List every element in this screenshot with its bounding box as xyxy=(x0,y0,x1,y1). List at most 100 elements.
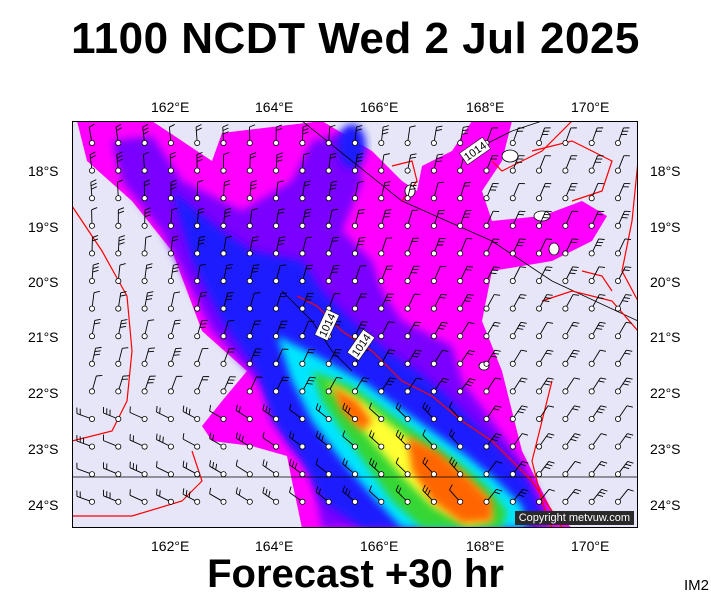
wind-barb xyxy=(167,235,179,257)
wind-barb xyxy=(509,155,525,174)
wind-barb xyxy=(246,180,258,202)
wind-barb xyxy=(88,290,100,312)
wind-barb xyxy=(422,484,437,505)
lat-label-left-21: 21°S xyxy=(28,329,59,345)
wind-barb xyxy=(220,235,232,257)
wind-barb xyxy=(194,319,208,340)
wind-barb xyxy=(562,127,577,146)
wind-barb xyxy=(167,179,177,202)
wind-barb xyxy=(315,458,332,478)
wind-barb xyxy=(209,460,227,478)
wind-barb xyxy=(351,180,364,202)
wind-barb xyxy=(509,294,527,312)
wind-barb xyxy=(220,124,229,146)
wind-barb xyxy=(156,405,174,422)
islands xyxy=(404,149,560,371)
wind-barb xyxy=(615,155,630,174)
wind-barb xyxy=(88,318,101,340)
wind-barb xyxy=(588,127,604,146)
wind-barb xyxy=(615,405,633,422)
wind-barb xyxy=(509,266,527,284)
wind-barb xyxy=(562,155,578,174)
wind-barb xyxy=(182,460,201,478)
wind-barb xyxy=(562,266,579,284)
wind-barb xyxy=(615,183,631,202)
wind-barb xyxy=(194,124,202,146)
wind-barb xyxy=(88,207,98,229)
wind-barb xyxy=(115,123,122,146)
wind-barb xyxy=(615,433,634,450)
wind-barb xyxy=(404,153,417,174)
wind-barb xyxy=(342,485,358,505)
wind-barb xyxy=(299,292,314,312)
wind-barb xyxy=(194,263,207,284)
wind-barb xyxy=(262,486,280,505)
wind-barb xyxy=(404,265,420,284)
wind-barb xyxy=(209,487,227,505)
wind-barb xyxy=(562,321,580,340)
wind-barb xyxy=(457,238,473,257)
lat-label-left-19: 19°S xyxy=(28,219,59,235)
wind-barb xyxy=(194,207,205,229)
wind-barb xyxy=(115,291,127,312)
wind-barb xyxy=(220,179,231,202)
wind-barb xyxy=(449,484,464,505)
wind-barb xyxy=(588,461,608,478)
wind-barb xyxy=(88,179,97,202)
wind-barb xyxy=(141,347,155,367)
wind-barb xyxy=(141,291,154,312)
wind-barb xyxy=(368,457,385,478)
wind-barb xyxy=(156,488,174,505)
wind-barb xyxy=(378,153,390,174)
wind-barb xyxy=(378,125,390,146)
wind-barb xyxy=(536,210,552,229)
wind-barb xyxy=(562,183,578,202)
wind-barb xyxy=(368,485,385,505)
wind-barb xyxy=(588,183,604,202)
wind-barb xyxy=(246,152,257,174)
wind-barb xyxy=(141,263,153,284)
island-ouvea xyxy=(501,149,519,163)
wind-barb xyxy=(562,433,581,450)
wind-barb xyxy=(615,294,632,312)
wind-barb xyxy=(273,320,288,340)
wind-barb xyxy=(430,349,449,367)
wind-barb xyxy=(141,235,152,257)
wind-barb xyxy=(588,433,607,450)
wind-barb xyxy=(299,152,310,174)
wind-barb xyxy=(588,488,608,505)
wind-barb xyxy=(273,208,285,229)
wind-barb xyxy=(457,210,472,229)
wind-barb xyxy=(156,461,174,478)
wind-barb xyxy=(182,488,201,505)
wind-barb xyxy=(289,403,306,422)
wind-barb xyxy=(103,462,122,478)
wind-barb xyxy=(457,322,475,340)
wind-barb xyxy=(483,266,500,284)
wind-barb xyxy=(273,264,287,284)
wind-barb xyxy=(422,457,437,478)
wind-barb xyxy=(422,429,437,450)
wind-barb xyxy=(325,349,342,367)
wind-barb xyxy=(246,264,260,284)
wind-barb xyxy=(615,127,630,146)
wind-barb xyxy=(141,151,150,174)
wind-barb xyxy=(88,375,103,395)
wind-barb xyxy=(588,294,606,312)
wind-barb xyxy=(235,459,253,478)
wind-barb xyxy=(209,432,227,450)
wind-barb xyxy=(115,151,123,174)
wind-barb xyxy=(129,434,148,450)
wind-barb xyxy=(88,346,102,367)
wind-barb xyxy=(588,321,606,340)
wind-barb xyxy=(483,294,501,312)
image-code: IM2 xyxy=(683,577,709,594)
wind-barb xyxy=(457,125,470,146)
wind-barb xyxy=(536,488,555,505)
wind-barb xyxy=(167,375,183,395)
wind-barb xyxy=(404,237,419,257)
wind-barb xyxy=(325,208,339,229)
wind-barb xyxy=(483,433,502,450)
wind-barb xyxy=(273,152,283,174)
wind-barb xyxy=(342,430,358,450)
